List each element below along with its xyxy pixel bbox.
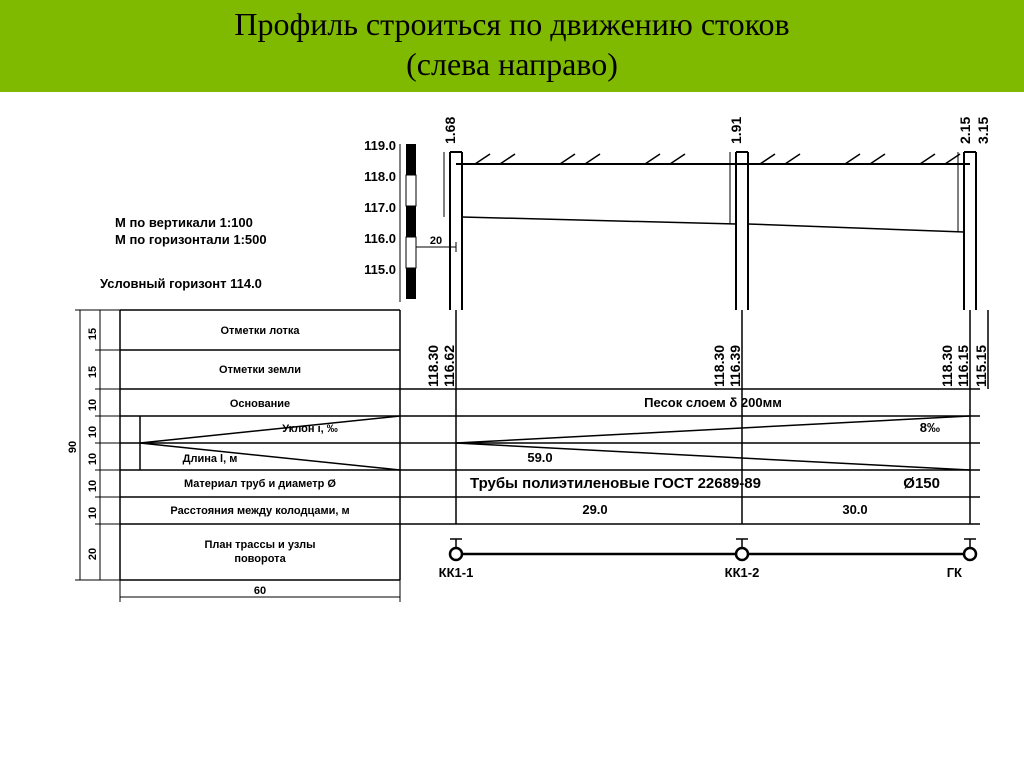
diagram-svg: 1.68 1.91 2.15 3.15 119.0 118.0 117.0 11…	[0, 92, 1024, 767]
title-line2: (слева направо)	[406, 46, 618, 82]
plan-trace	[450, 539, 976, 560]
ytick-117: 117.0	[364, 200, 396, 215]
slope-val: 8‰	[920, 420, 940, 435]
row-earth: Отметки земли	[219, 364, 301, 376]
scale-v: М по вертикали 1:100	[115, 215, 253, 230]
scale-h: М по горизонтали 1:500	[115, 232, 267, 247]
ytick-118: 118.0	[364, 169, 396, 184]
well-1: КК1-1	[439, 565, 474, 580]
depth-3a: 2.15	[957, 117, 973, 144]
dim-w60: 60	[254, 585, 266, 597]
lotok-3b: 115.15	[973, 345, 989, 387]
earth-3: 118.30	[939, 345, 955, 387]
lotok-2: 116.39	[727, 345, 743, 387]
row-found: Основание	[230, 398, 290, 410]
depth-2: 1.91	[728, 117, 744, 144]
row-plan-2: поворота	[234, 553, 286, 565]
row-slope: Уклон i, ‰	[282, 423, 338, 435]
earth-2: 118.30	[711, 345, 727, 387]
dim-h15a: 15	[87, 328, 99, 340]
length-val: 59.0	[527, 450, 552, 465]
row-dist: Расстояния между колодцами, м	[170, 505, 349, 517]
ytick-116: 116.0	[364, 231, 396, 246]
dim-h10b: 10	[87, 426, 99, 438]
row-length: Длина l, м	[183, 453, 238, 465]
dim-h10a: 10	[87, 399, 99, 411]
dim-h20: 20	[87, 548, 99, 560]
well-3: ГК	[947, 565, 962, 580]
depth-3b: 3.15	[975, 117, 991, 144]
well-2: КК1-2	[725, 565, 760, 580]
scale-bar	[400, 144, 416, 302]
title-line1: Профиль строиться по движению стоков	[234, 6, 789, 42]
lotok-3: 116.15	[955, 345, 971, 387]
lotok-1: 116.62	[441, 345, 457, 387]
depth-1: 1.68	[442, 117, 458, 144]
dist-2: 30.0	[842, 502, 867, 517]
ytick-119: 119.0	[364, 138, 396, 153]
earth-1: 118.30	[425, 345, 441, 387]
foundation-text: Песок слоем δ 200мм	[644, 395, 782, 410]
profile-section	[444, 152, 976, 310]
row-material: Материал труб и диаметр Ø	[184, 478, 336, 490]
page-title: Профиль строиться по движению стоков (сл…	[0, 4, 1024, 84]
dim-h90: 90	[67, 441, 79, 453]
material-text: Трубы полиэтиленовые ГОСТ 22689-89	[470, 475, 761, 492]
ytick-115: 115.0	[364, 262, 396, 277]
row-lotok: Отметки лотка	[220, 325, 300, 337]
dim-h10c: 10	[87, 453, 99, 465]
horizon-label: Условный горизонт 114.0	[100, 276, 262, 291]
material-diam: Ø150	[903, 475, 940, 492]
row-plan-1: План трассы и узлы	[204, 539, 315, 551]
dim-h10e: 10	[87, 507, 99, 519]
dist-1: 29.0	[582, 502, 607, 517]
dim-20: 20	[430, 235, 442, 247]
dim-h15b: 15	[87, 366, 99, 378]
dim-h10d: 10	[87, 480, 99, 492]
